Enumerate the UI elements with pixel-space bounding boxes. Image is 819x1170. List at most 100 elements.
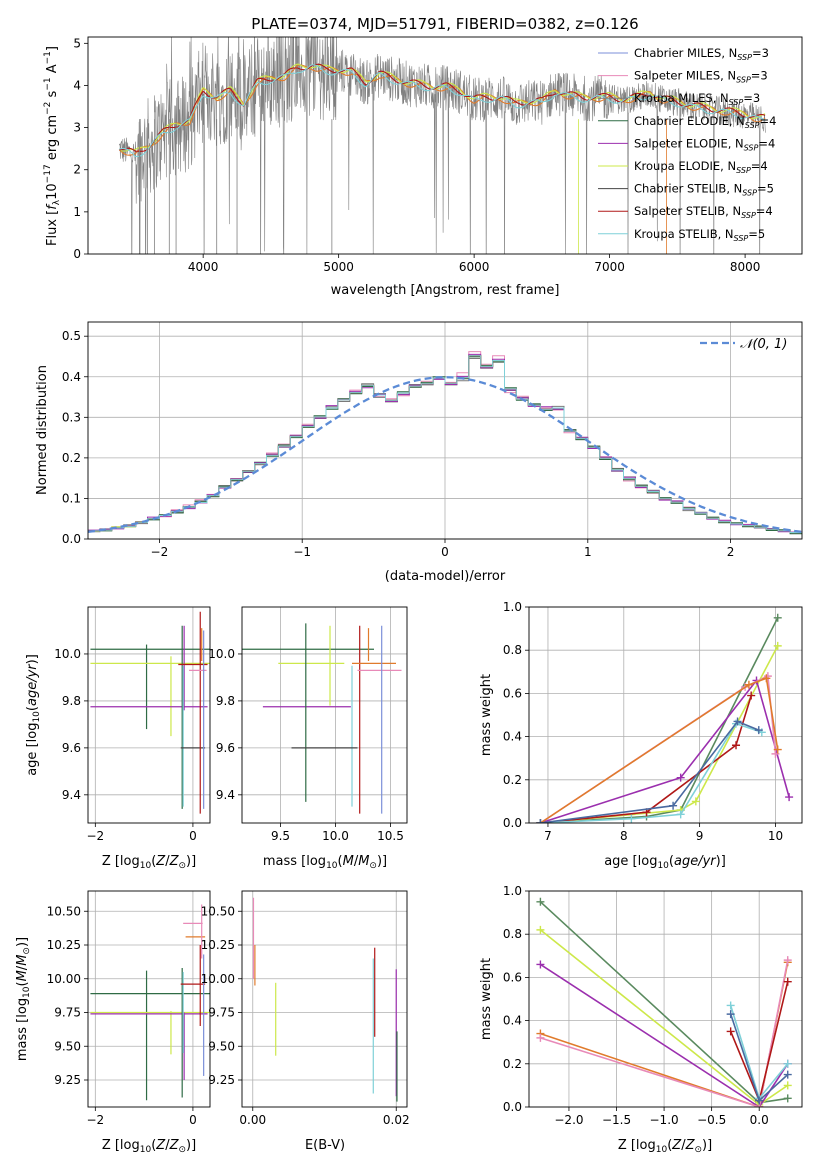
label-part: ⊙ <box>22 947 32 955</box>
legend-sub: SSP <box>741 211 756 220</box>
legend-entry: Kroupa ELODIE, NSSP=4 <box>634 159 768 175</box>
x-tick-label: 2 <box>727 545 735 559</box>
line-data <box>536 613 794 823</box>
label-part: age/yr <box>25 663 40 706</box>
series-marker <box>771 749 780 758</box>
x-tick-label: −2 <box>151 545 169 559</box>
label-part: Z [log <box>618 1138 656 1153</box>
y-axis-label: mass weight <box>479 958 494 1040</box>
label-part: A <box>45 64 60 77</box>
series-line <box>539 674 777 823</box>
series-line <box>539 963 789 1107</box>
series-marker <box>536 819 545 823</box>
x-tick-label: 6000 <box>459 260 490 274</box>
label-part: )] <box>702 1138 712 1153</box>
legend-text: =5 <box>757 182 774 196</box>
label-part: 10 <box>32 711 42 723</box>
axes-frame <box>87 606 211 824</box>
series-marker <box>536 1033 545 1042</box>
y-axis-label: Flux [fλ10−17 erg cm−2 s−1 A−1] <box>43 46 62 246</box>
label-part: M <box>15 970 30 981</box>
spectrum-model-line <box>118 64 766 156</box>
x-axis-label: age [log10(age/yr)] <box>604 854 726 871</box>
y-tick-label: 10.50 <box>201 904 235 918</box>
x-tick-label: 0.02 <box>383 1113 410 1127</box>
x-axis-label: wavelength [Angstrom, rest frame] <box>331 283 560 298</box>
label-part: −2 <box>43 102 53 115</box>
x-tick-label: 10.0 <box>322 829 349 843</box>
legend-text: =4 <box>756 204 773 218</box>
legend-sub: SSP <box>742 189 757 198</box>
legend-text: Salpeter ELODIE, N <box>634 136 744 150</box>
legend-text: Chabrier ELODIE, N <box>634 114 745 128</box>
legend-text: =3 <box>751 69 768 83</box>
axes-frame <box>241 606 408 824</box>
x-tick-label: 1 <box>584 545 592 559</box>
series-marker <box>536 897 545 906</box>
x-tick-label: −0.5 <box>697 1113 726 1127</box>
legend-entry: Kroupa MILES, NSSP=3 <box>634 91 760 107</box>
label-part: −1 <box>43 51 53 64</box>
series-marker <box>762 674 771 683</box>
y-axis-label: mass [log10(M/M⊙)] <box>15 937 32 1061</box>
y-tick-label: 10.00 <box>201 972 235 986</box>
label-part: ( <box>151 1138 156 1153</box>
label-part: )] <box>186 1138 196 1153</box>
legend-sub: SSP <box>736 166 751 175</box>
label-part: )] <box>716 854 726 869</box>
y-tick-label: 0.8 <box>503 643 522 657</box>
label-part: / <box>681 1138 686 1153</box>
axes-spectrum: 4000 5000 6000 7000 8000 0 1 2 3 4 5 Chabrier MILES… <box>43 36 803 298</box>
y-tick-label: 0.4 <box>503 730 522 744</box>
series-marker <box>785 793 794 802</box>
y-tick-label: 0.2 <box>503 773 522 787</box>
label-part: 10 <box>140 1145 152 1155</box>
x-tick-label: −2 <box>86 1113 104 1127</box>
label-part: ⊙ <box>178 861 186 871</box>
legend-sub: SSP <box>744 143 759 152</box>
x-tick-label: 8 <box>620 829 628 843</box>
legend-text: Chabrier STELIB, N <box>634 182 742 196</box>
y-tick-label: 9.4 <box>216 788 235 802</box>
label-part: )] <box>186 854 196 869</box>
histogram-step <box>88 355 802 533</box>
y-tick-label: 0 <box>73 247 81 261</box>
series-marker <box>773 613 782 622</box>
x-axis-label: Z [log10(Z/Z⊙)] <box>618 1138 712 1155</box>
y-tick-label: 9.25 <box>54 1073 81 1087</box>
y-tick-label: 9.6 <box>216 741 235 755</box>
x-tick-label: 7 <box>544 829 552 843</box>
legend-sub: SSP <box>729 98 744 107</box>
label-part: M <box>343 854 354 869</box>
label-part: s <box>45 90 60 101</box>
label-part: 10 <box>140 861 152 871</box>
label-part: / <box>15 965 30 970</box>
y-tick-label: 9.8 <box>216 694 235 708</box>
x-tick-label: −1.0 <box>650 1113 679 1127</box>
label-part: f <box>45 203 60 210</box>
label-part: Z <box>155 854 166 869</box>
spectrum-model-line <box>119 63 766 152</box>
y-tick-label: 0.4 <box>503 1014 522 1028</box>
y-tick-label: 0.2 <box>503 1057 522 1071</box>
y-tick-label: 9.8 <box>62 694 81 708</box>
label-part: 10 <box>22 986 32 998</box>
label-part: age/yr <box>674 854 717 869</box>
x-tick-label: 7000 <box>594 260 625 274</box>
label-part: ( <box>151 854 156 869</box>
series-marker <box>783 977 792 986</box>
label-part: −17 <box>43 164 53 183</box>
y-tick-label: 0.6 <box>503 970 522 984</box>
y-tick-label: 10.25 <box>201 938 235 952</box>
legend-text: =4 <box>758 136 775 150</box>
series-marker <box>783 1059 792 1068</box>
label-part: erg cm <box>45 115 60 164</box>
x-tick-label: 9 <box>696 829 704 843</box>
label-part: ( <box>25 706 40 711</box>
label-part: ( <box>338 854 343 869</box>
series-marker <box>755 1096 764 1105</box>
legend-text: Salpeter MILES, N <box>634 69 736 83</box>
